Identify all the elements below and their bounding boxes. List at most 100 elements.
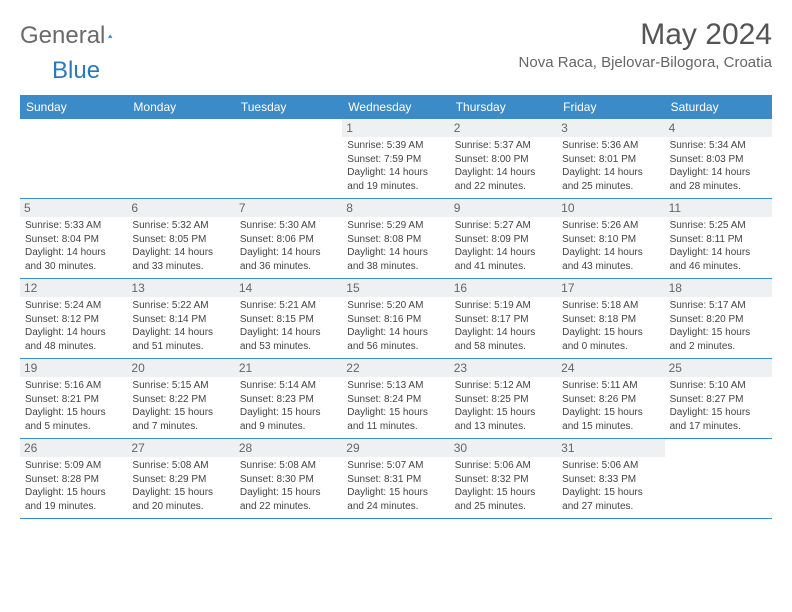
page-title: May 2024 bbox=[519, 18, 772, 52]
calendar-cell: 4Sunrise: 5:34 AMSunset: 8:03 PMDaylight… bbox=[665, 119, 772, 198]
daylight-text: Daylight: 14 hours and 43 minutes. bbox=[562, 246, 659, 273]
daylight-text: Daylight: 15 hours and 11 minutes. bbox=[347, 406, 444, 433]
sunset-text: Sunset: 8:27 PM bbox=[670, 393, 767, 407]
sunrise-text: Sunrise: 5:36 AM bbox=[562, 139, 659, 153]
day-number: 9 bbox=[450, 199, 557, 217]
day-number: 11 bbox=[665, 199, 772, 217]
sunrise-text: Sunrise: 5:14 AM bbox=[240, 379, 337, 393]
weekday-header: Saturday bbox=[665, 95, 772, 119]
calendar-cell bbox=[20, 119, 127, 198]
calendar: SundayMondayTuesdayWednesdayThursdayFrid… bbox=[20, 95, 772, 519]
day-number: 22 bbox=[342, 359, 449, 377]
calendar-cell: 9 Sunrise: 5:27 AMSunset: 8:09 PMDaylight… bbox=[450, 199, 557, 278]
sunset-text: Sunset: 8:24 PM bbox=[347, 393, 444, 407]
day-info: Sunrise: 5:14 AMSunset: 8:23 PMDaylight:… bbox=[240, 379, 337, 433]
daylight-text: Daylight: 15 hours and 15 minutes. bbox=[562, 406, 659, 433]
calendar-week: 12 Sunrise: 5:24 AMSunset: 8:12 PMDayligh… bbox=[20, 279, 772, 359]
day-info: Sunrise: 5:06 AMSunset: 8:32 PMDaylight:… bbox=[455, 459, 552, 513]
calendar-cell: 2 Sunrise: 5:37 AMSunset: 8:00 PMDaylight… bbox=[450, 119, 557, 198]
sunrise-text: Sunrise: 5:08 AM bbox=[132, 459, 229, 473]
day-number: 15 bbox=[342, 279, 449, 297]
sunrise-text: Sunrise: 5:13 AM bbox=[347, 379, 444, 393]
sunrise-text: Sunrise: 5:34 AM bbox=[670, 139, 767, 153]
calendar-cell: 13Sunrise: 5:22 AMSunset: 8:14 PMDayligh… bbox=[127, 279, 234, 358]
day-number: 2 bbox=[450, 119, 557, 137]
logo: General bbox=[20, 18, 137, 50]
calendar-cell: 19Sunrise: 5:16 AMSunset: 8:21 PMDayligh… bbox=[20, 359, 127, 438]
day-number: 5 bbox=[20, 199, 127, 217]
day-info: Sunrise: 5:24 AMSunset: 8:12 PMDaylight:… bbox=[25, 299, 122, 353]
daylight-text: Daylight: 15 hours and 19 minutes. bbox=[25, 486, 122, 513]
day-info: Sunrise: 5:17 AMSunset: 8:20 PMDaylight:… bbox=[670, 299, 767, 353]
day-info: Sunrise: 5:08 AMSunset: 8:30 PMDaylight:… bbox=[240, 459, 337, 513]
calendar-header-row: SundayMondayTuesdayWednesdayThursdayFrid… bbox=[20, 95, 772, 119]
calendar-cell: 22 Sunrise: 5:13 AMSunset: 8:24 PMDayligh… bbox=[342, 359, 449, 438]
sunset-text: Sunset: 8:32 PM bbox=[455, 473, 552, 487]
sunrise-text: Sunrise: 5:11 AM bbox=[562, 379, 659, 393]
day-info: Sunrise: 5:06 AMSunset: 8:33 PMDaylight:… bbox=[562, 459, 659, 513]
daylight-text: Daylight: 15 hours and 7 minutes. bbox=[132, 406, 229, 433]
sunrise-text: Sunrise: 5:07 AM bbox=[347, 459, 444, 473]
day-info: Sunrise: 5:21 AMSunset: 8:15 PMDaylight:… bbox=[240, 299, 337, 353]
day-info: Sunrise: 5:11 AMSunset: 8:26 PMDaylight:… bbox=[562, 379, 659, 433]
day-number: 29 bbox=[342, 439, 449, 457]
day-number: 3 bbox=[557, 119, 664, 137]
day-number: 1 bbox=[342, 119, 449, 137]
sunset-text: Sunset: 8:09 PM bbox=[455, 233, 552, 247]
calendar-cell: 16Sunrise: 5:19 AMSunset: 8:17 PMDayligh… bbox=[450, 279, 557, 358]
calendar-cell: 25Sunrise: 5:10 AMSunset: 8:27 PMDayligh… bbox=[665, 359, 772, 438]
day-number: 24 bbox=[557, 359, 664, 377]
day-number: 17 bbox=[557, 279, 664, 297]
sunrise-text: Sunrise: 5:17 AM bbox=[670, 299, 767, 313]
sunrise-text: Sunrise: 5:33 AM bbox=[25, 219, 122, 233]
daylight-text: Daylight: 15 hours and 2 minutes. bbox=[670, 326, 767, 353]
location-text: Nova Raca, Bjelovar-Bilogora, Croatia bbox=[519, 54, 772, 71]
day-info: Sunrise: 5:12 AMSunset: 8:25 PMDaylight:… bbox=[455, 379, 552, 433]
sunrise-text: Sunrise: 5:19 AM bbox=[455, 299, 552, 313]
day-number: 14 bbox=[235, 279, 342, 297]
daylight-text: Daylight: 14 hours and 51 minutes. bbox=[132, 326, 229, 353]
day-number: 23 bbox=[450, 359, 557, 377]
sunset-text: Sunset: 8:31 PM bbox=[347, 473, 444, 487]
sunset-text: Sunset: 8:30 PM bbox=[240, 473, 337, 487]
daylight-text: Daylight: 15 hours and 24 minutes. bbox=[347, 486, 444, 513]
day-number: 13 bbox=[127, 279, 234, 297]
calendar-cell: 12 Sunrise: 5:24 AMSunset: 8:12 PMDayligh… bbox=[20, 279, 127, 358]
day-number: 12 bbox=[20, 279, 127, 297]
day-info: Sunrise: 5:27 AMSunset: 8:09 PMDaylight:… bbox=[455, 219, 552, 273]
sunset-text: Sunset: 8:00 PM bbox=[455, 153, 552, 167]
sunrise-text: Sunrise: 5:12 AM bbox=[455, 379, 552, 393]
sunset-text: Sunset: 8:01 PM bbox=[562, 153, 659, 167]
day-number: 7 bbox=[235, 199, 342, 217]
sunrise-text: Sunrise: 5:08 AM bbox=[240, 459, 337, 473]
weekday-header: Tuesday bbox=[235, 95, 342, 119]
daylight-text: Daylight: 14 hours and 36 minutes. bbox=[240, 246, 337, 273]
daylight-text: Daylight: 15 hours and 25 minutes. bbox=[455, 486, 552, 513]
daylight-text: Daylight: 14 hours and 19 minutes. bbox=[347, 166, 444, 193]
daylight-text: Daylight: 14 hours and 56 minutes. bbox=[347, 326, 444, 353]
calendar-cell bbox=[127, 119, 234, 198]
sunset-text: Sunset: 8:08 PM bbox=[347, 233, 444, 247]
daylight-text: Daylight: 14 hours and 22 minutes. bbox=[455, 166, 552, 193]
sunset-text: Sunset: 8:10 PM bbox=[562, 233, 659, 247]
sunset-text: Sunset: 8:04 PM bbox=[25, 233, 122, 247]
day-info: Sunrise: 5:37 AMSunset: 8:00 PMDaylight:… bbox=[455, 139, 552, 193]
weekday-header: Monday bbox=[127, 95, 234, 119]
sunrise-text: Sunrise: 5:20 AM bbox=[347, 299, 444, 313]
daylight-text: Daylight: 15 hours and 9 minutes. bbox=[240, 406, 337, 433]
logo-sail-icon bbox=[108, 26, 113, 46]
day-number: 6 bbox=[127, 199, 234, 217]
sunset-text: Sunset: 8:28 PM bbox=[25, 473, 122, 487]
sunrise-text: Sunrise: 5:06 AM bbox=[455, 459, 552, 473]
weekday-header: Friday bbox=[557, 95, 664, 119]
day-info: Sunrise: 5:18 AMSunset: 8:18 PMDaylight:… bbox=[562, 299, 659, 353]
daylight-text: Daylight: 14 hours and 33 minutes. bbox=[132, 246, 229, 273]
sunrise-text: Sunrise: 5:10 AM bbox=[670, 379, 767, 393]
day-number: 20 bbox=[127, 359, 234, 377]
daylight-text: Daylight: 14 hours and 46 minutes. bbox=[670, 246, 767, 273]
sunrise-text: Sunrise: 5:06 AM bbox=[562, 459, 659, 473]
sunset-text: Sunset: 7:59 PM bbox=[347, 153, 444, 167]
sunset-text: Sunset: 8:16 PM bbox=[347, 313, 444, 327]
daylight-text: Daylight: 15 hours and 17 minutes. bbox=[670, 406, 767, 433]
sunrise-text: Sunrise: 5:09 AM bbox=[25, 459, 122, 473]
